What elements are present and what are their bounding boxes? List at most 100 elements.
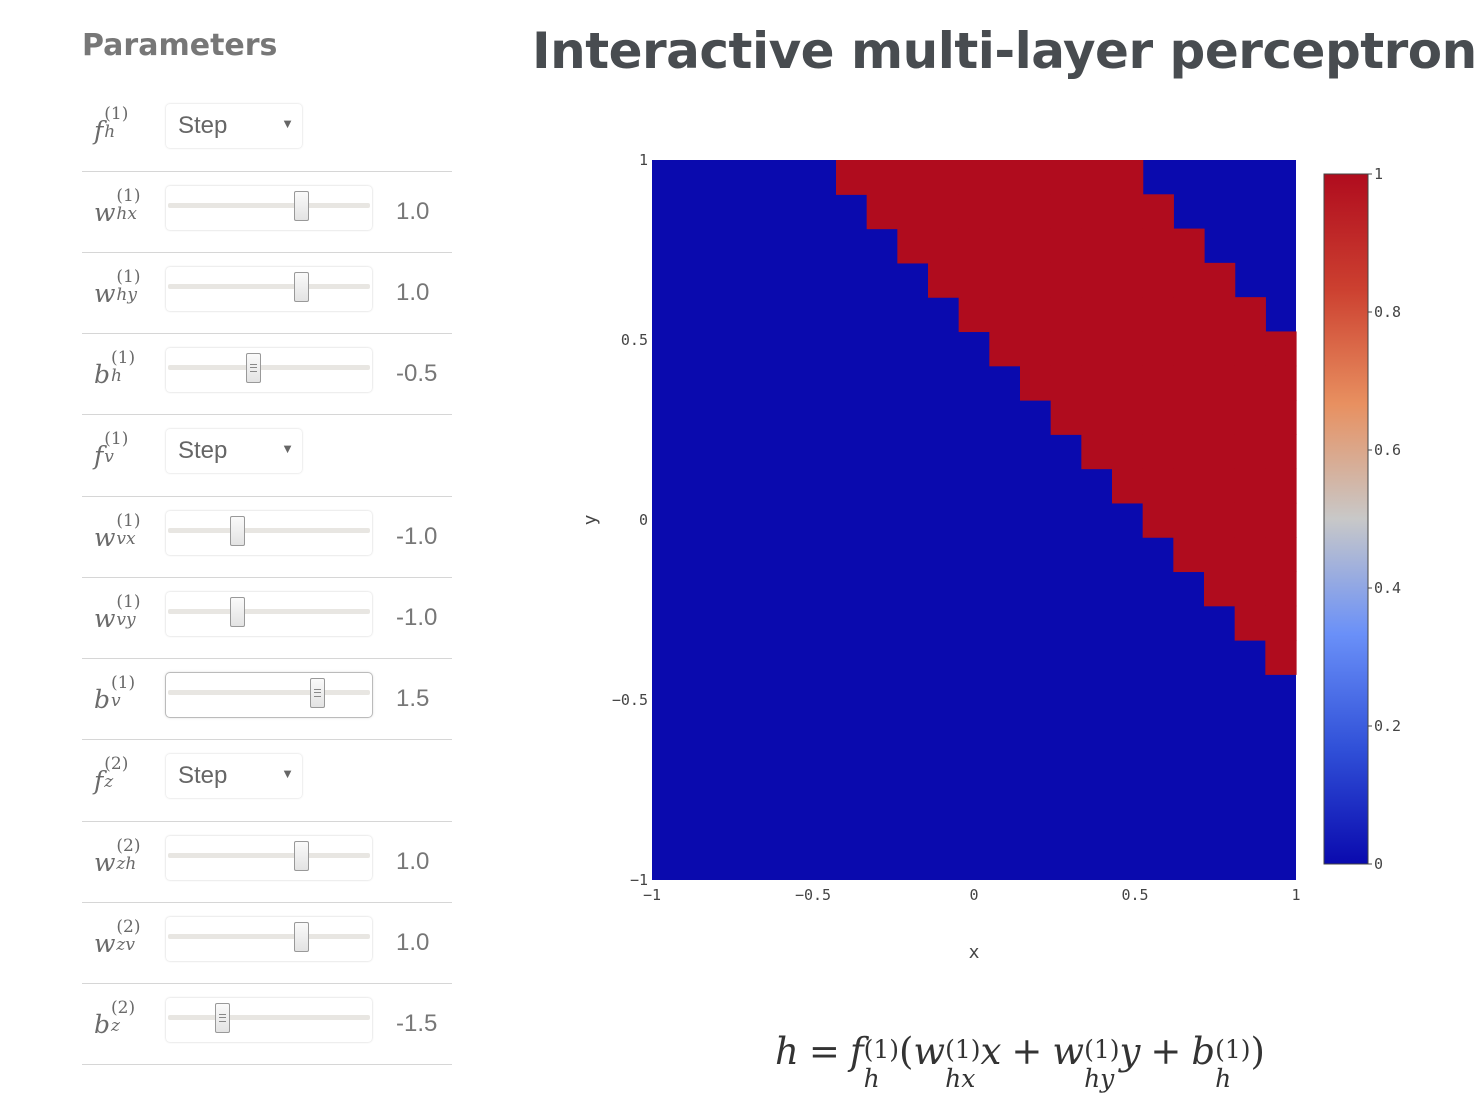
formula-plus1: + bbox=[1011, 1030, 1043, 1073]
x-tick-label: −0.5 bbox=[795, 886, 831, 904]
param-row-fv1: f (1) v Step ▼ bbox=[82, 415, 452, 497]
slider-thumb[interactable] bbox=[230, 597, 246, 627]
heatmap-cell bbox=[1265, 605, 1297, 641]
param-symbol: w (1) hy bbox=[94, 253, 141, 333]
heatmap-cell bbox=[1204, 400, 1236, 435]
formula-v2: y bbox=[1119, 1030, 1141, 1073]
formula-f: f bbox=[849, 1030, 864, 1073]
y-axis-title: y bbox=[580, 514, 601, 525]
param-symbol-sup: (1) bbox=[116, 185, 141, 206]
slider-track[interactable] bbox=[168, 690, 370, 695]
weight-slider-wvy1[interactable] bbox=[166, 592, 372, 636]
param-symbol-sup: (2) bbox=[116, 835, 141, 856]
param-symbol: w (2) zh bbox=[94, 822, 141, 902]
param-symbol-sup: (1) bbox=[116, 510, 141, 531]
heatmap-cell bbox=[1142, 400, 1174, 435]
heatmap-cell bbox=[1081, 400, 1113, 435]
formula-f-sup: (1) bbox=[863, 1035, 899, 1064]
heatmap-cell bbox=[989, 297, 1021, 333]
slider-thumb[interactable] bbox=[214, 1003, 230, 1033]
slider-track[interactable] bbox=[168, 1015, 370, 1020]
slider-track[interactable] bbox=[168, 365, 370, 370]
heatmap-cell bbox=[1142, 365, 1174, 401]
heatmap-cell bbox=[1173, 468, 1205, 504]
formula-b: b bbox=[1191, 1030, 1216, 1073]
weight-slider-bh1[interactable] bbox=[166, 348, 372, 392]
heatmap-cell bbox=[1204, 571, 1236, 607]
slider-track[interactable] bbox=[168, 934, 370, 939]
slider-thumb[interactable] bbox=[293, 841, 309, 871]
heatmap-cell bbox=[1112, 160, 1144, 195]
activation-select-fz2[interactable]: Step ▼ bbox=[166, 754, 302, 798]
heatmap-cell bbox=[1081, 228, 1113, 264]
slider-thumb[interactable] bbox=[309, 678, 325, 708]
heatmap-cell bbox=[989, 194, 1021, 230]
slider-track[interactable] bbox=[168, 203, 370, 208]
heatmap-cell bbox=[1081, 297, 1113, 333]
heatmap-cell bbox=[1020, 194, 1052, 230]
sidebar-title: Parameters bbox=[82, 28, 278, 63]
slider-track[interactable] bbox=[168, 284, 370, 289]
param-symbol-sup: (1) bbox=[116, 266, 141, 287]
heatmap-cell bbox=[1142, 228, 1174, 264]
slider-thumb[interactable] bbox=[293, 191, 309, 221]
heatmap-cell bbox=[1050, 160, 1082, 195]
slider-thumb[interactable] bbox=[293, 272, 309, 302]
param-symbol-base: w bbox=[94, 847, 116, 877]
heatmap-cell bbox=[1112, 228, 1144, 264]
heatmap-cell bbox=[928, 194, 960, 230]
heatmap-cell bbox=[1050, 400, 1082, 435]
weight-slider-bv1[interactable] bbox=[166, 673, 372, 717]
heatmap-cell bbox=[1265, 468, 1297, 504]
heatmap-cell bbox=[1112, 331, 1144, 367]
param-symbol-base: w bbox=[94, 197, 116, 227]
param-symbol-sub: hx bbox=[116, 203, 137, 224]
param-symbol-sup: (2) bbox=[116, 916, 141, 937]
param-symbol: f (1) h bbox=[94, 90, 128, 171]
x-axis-title: x bbox=[969, 942, 980, 963]
weight-slider-wzv2[interactable] bbox=[166, 917, 372, 961]
heatmap-cell bbox=[1112, 262, 1144, 298]
slider-track[interactable] bbox=[168, 609, 370, 614]
weight-slider-bz2[interactable] bbox=[166, 998, 372, 1042]
heatmap-cell bbox=[1265, 365, 1297, 401]
slider-thumb[interactable] bbox=[230, 516, 246, 546]
activation-select-fv1[interactable]: Step ▼ bbox=[166, 429, 302, 473]
weight-slider-whx1[interactable] bbox=[166, 186, 372, 230]
param-symbol-base: w bbox=[94, 603, 116, 633]
heatmap-cell bbox=[989, 228, 1021, 264]
param-symbol-base: b bbox=[94, 359, 111, 389]
param-row-wvx1: w (1) vx -1.0 bbox=[82, 497, 452, 578]
colorbar-tick-label: 0.8 bbox=[1374, 303, 1401, 321]
heatmap-cell bbox=[958, 160, 990, 195]
param-symbol-sup: (1) bbox=[111, 347, 136, 368]
weight-slider-why1[interactable] bbox=[166, 267, 372, 311]
formula-w2-sup: (1) bbox=[1084, 1035, 1120, 1064]
param-value: 1.0 bbox=[396, 929, 430, 956]
x-tick-label: 0.5 bbox=[1121, 886, 1148, 904]
heatmap-cell bbox=[928, 262, 960, 298]
heatmap-cell bbox=[1142, 434, 1174, 470]
colorbar-tick-label: 0 bbox=[1374, 855, 1383, 873]
weight-slider-wzh2[interactable] bbox=[166, 836, 372, 880]
param-symbol-sub: hy bbox=[116, 284, 137, 305]
slider-thumb[interactable] bbox=[246, 353, 262, 383]
heatmap-chart[interactable]: −1 −0.5 0 0.5 1 −1 −0.5 0 0.5 1 x y 0 0.2 0.4 0.6 0.8 1 bbox=[560, 150, 1460, 970]
heatmap-cell bbox=[1081, 262, 1113, 298]
heatmap-cell bbox=[1234, 331, 1266, 367]
slider-thumb[interactable] bbox=[293, 922, 309, 952]
heatmap-cell bbox=[1112, 468, 1144, 504]
parameter-table: f (1) h Step ▼ w (1) hx 1.0 w (1) hy 1.0 b (1) h -0.5 f (1… bbox=[82, 90, 452, 1065]
param-symbol-sup: (1) bbox=[111, 672, 136, 693]
heatmap-cell bbox=[989, 262, 1021, 298]
y-tick-label: 0.5 bbox=[621, 331, 648, 349]
activation-select-fh1[interactable]: Step ▼ bbox=[166, 104, 302, 148]
slider-track[interactable] bbox=[168, 528, 370, 533]
formula-b-sup: (1) bbox=[1215, 1035, 1251, 1064]
heatmap-cell bbox=[1173, 228, 1205, 264]
slider-track[interactable] bbox=[168, 853, 370, 858]
heatmap-cell bbox=[928, 160, 960, 195]
param-symbol-base: f bbox=[94, 116, 104, 145]
weight-slider-wvx1[interactable] bbox=[166, 511, 372, 555]
heatmap-cell bbox=[1173, 297, 1205, 333]
